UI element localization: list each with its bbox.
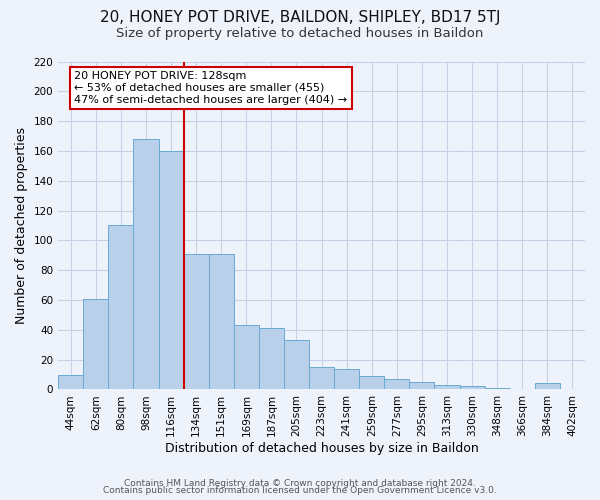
Text: Contains public sector information licensed under the Open Government Licence v3: Contains public sector information licen… <box>103 486 497 495</box>
Bar <box>234 326 259 390</box>
Bar <box>535 384 560 390</box>
Bar <box>83 298 109 390</box>
Bar <box>158 151 184 390</box>
Bar <box>460 386 485 390</box>
Text: 20 HONEY POT DRIVE: 128sqm
← 53% of detached houses are smaller (455)
47% of sem: 20 HONEY POT DRIVE: 128sqm ← 53% of deta… <box>74 72 347 104</box>
Y-axis label: Number of detached properties: Number of detached properties <box>15 127 28 324</box>
Text: Contains HM Land Registry data © Crown copyright and database right 2024.: Contains HM Land Registry data © Crown c… <box>124 478 476 488</box>
Bar <box>259 328 284 390</box>
Bar <box>309 367 334 390</box>
Bar <box>209 254 234 390</box>
Bar <box>109 226 133 390</box>
Bar <box>284 340 309 390</box>
Bar <box>409 382 434 390</box>
Text: 20, HONEY POT DRIVE, BAILDON, SHIPLEY, BD17 5TJ: 20, HONEY POT DRIVE, BAILDON, SHIPLEY, B… <box>100 10 500 25</box>
Bar <box>385 379 409 390</box>
Bar <box>58 374 83 390</box>
X-axis label: Distribution of detached houses by size in Baildon: Distribution of detached houses by size … <box>165 442 478 455</box>
Bar <box>434 385 460 390</box>
Bar <box>133 139 158 390</box>
Bar <box>184 254 209 390</box>
Text: Size of property relative to detached houses in Baildon: Size of property relative to detached ho… <box>116 28 484 40</box>
Bar <box>359 376 385 390</box>
Bar <box>485 388 510 390</box>
Bar <box>334 368 359 390</box>
